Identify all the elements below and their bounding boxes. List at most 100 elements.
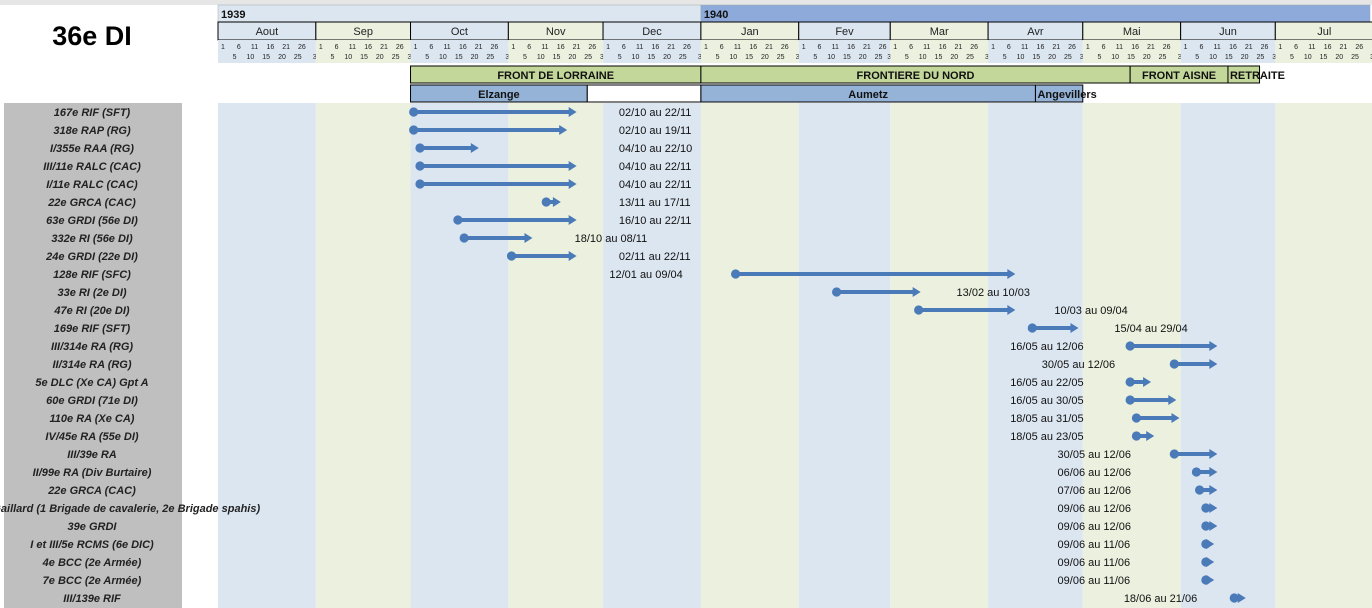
task-date-label: 09/06 au 11/06 bbox=[1058, 575, 1131, 587]
day-tick-top: 1 bbox=[414, 44, 418, 51]
task-start-marker bbox=[409, 107, 419, 117]
day-tick-bottom: 15 bbox=[1225, 54, 1233, 61]
unit-label: 4e BCC (2e Armée) bbox=[42, 557, 142, 569]
day-tick-top: 6 bbox=[1199, 44, 1203, 51]
task-date-label: 02/11 au 22/11 bbox=[619, 251, 691, 263]
day-tick-bottom: 5 bbox=[331, 54, 335, 61]
day-tick-bottom: 5 bbox=[1195, 54, 1199, 61]
day-cell bbox=[315, 40, 411, 63]
day-cell bbox=[890, 40, 989, 63]
month-label: Sep bbox=[353, 26, 373, 38]
day-tick-bottom: 5 bbox=[1290, 54, 1294, 61]
day-tick-bottom: 25 bbox=[1064, 54, 1072, 61]
task-date-label: 18/05 au 31/05 bbox=[1010, 413, 1083, 425]
day-tick-top: 11 bbox=[251, 44, 258, 51]
day-tick-bottom: 25 bbox=[486, 54, 494, 61]
day-tick-top: 21 bbox=[1245, 44, 1253, 51]
month-column-aout bbox=[218, 103, 316, 608]
task-end-arrow bbox=[1206, 575, 1215, 585]
day-tick-bottom: 5 bbox=[523, 54, 527, 61]
task-end-arrow bbox=[568, 215, 577, 225]
unit-label: III/39e RA bbox=[67, 449, 117, 461]
month-label: Aout bbox=[256, 26, 279, 38]
day-tick-top: 16 bbox=[847, 44, 855, 51]
month-label: Mar bbox=[930, 26, 949, 38]
day-tick-top: 1 bbox=[991, 44, 995, 51]
unit-label: 169e RIF (SFT) bbox=[54, 323, 131, 335]
day-tick-top: 11 bbox=[636, 44, 643, 51]
task-end-arrow bbox=[1070, 323, 1079, 333]
task-date-label: 13/02 au 10/03 bbox=[957, 287, 1030, 299]
day-tick-top: 11 bbox=[1308, 44, 1315, 51]
task-bars bbox=[409, 107, 1246, 603]
month-column-jan bbox=[700, 103, 799, 608]
day-tick-bottom: 15 bbox=[1320, 54, 1328, 61]
unit-label: 63e GRDI (56e DI) bbox=[46, 215, 138, 227]
task-date-label: 16/05 au 22/05 bbox=[1010, 377, 1083, 389]
unit-label: Groupement Gaillard (1 Brigade de cavale… bbox=[0, 503, 260, 515]
day-tick-top: 16 bbox=[1131, 44, 1139, 51]
task-end-arrow bbox=[1146, 431, 1155, 441]
day-tick-top: 26 bbox=[1261, 44, 1269, 51]
front-bands: FRONT DE LORRAINE FRONTIERE DU NORD FRONT … bbox=[410, 65, 1285, 84]
task-date-label: 30/05 au 12/06 bbox=[1058, 449, 1131, 461]
day-tick-bottom: 10 bbox=[827, 54, 835, 61]
unit-label: 24e GRDI (22e DI) bbox=[45, 251, 138, 263]
unit-label: II/99e RA (Div Burtaire) bbox=[33, 467, 152, 479]
day-tick-top: 1 bbox=[221, 44, 225, 51]
day-tick-top: 1 bbox=[893, 44, 897, 51]
task-date-label: 30/05 au 12/06 bbox=[1042, 359, 1115, 371]
day-tick-bottom: 20 bbox=[859, 54, 867, 61]
day-tick-bottom: 20 bbox=[1048, 54, 1056, 61]
unit-label-column bbox=[4, 103, 182, 608]
day-tick-top: 6 bbox=[1102, 44, 1106, 51]
front-label: RETRAITE bbox=[1230, 70, 1285, 82]
task-date-label: 02/10 au 19/11 bbox=[619, 125, 692, 137]
day-tick-top: 26 bbox=[879, 44, 887, 51]
day-tick-top: 6 bbox=[818, 44, 822, 51]
day-tick-bottom: 15 bbox=[843, 54, 851, 61]
day-tick-bottom: 25 bbox=[1159, 54, 1167, 61]
day-tick-bottom: 15 bbox=[262, 54, 270, 61]
day-cell bbox=[700, 40, 799, 63]
day-tick-top: 16 bbox=[266, 44, 274, 51]
day-tick-top: 26 bbox=[396, 44, 404, 51]
task-end-arrow bbox=[1206, 557, 1215, 567]
task-date-label: 09/06 au 11/06 bbox=[1058, 539, 1131, 551]
day-tick-bottom: 25 bbox=[777, 54, 785, 61]
task-start-marker bbox=[415, 179, 425, 189]
day-tick-top: 16 bbox=[557, 44, 565, 51]
task-end-arrow bbox=[1209, 359, 1218, 369]
task-date-label: 09/06 au 11/06 bbox=[1058, 557, 1131, 569]
task-end-arrow bbox=[1237, 593, 1246, 603]
day-tick-top: 1 bbox=[1086, 44, 1090, 51]
day-tick-top: 6 bbox=[622, 44, 626, 51]
unit-labels: 167e RIF (SFT) 318e RAP (RG) I/355e RAA (R… bbox=[0, 107, 260, 605]
day-tick-bottom: 15 bbox=[553, 54, 561, 61]
task-start-marker bbox=[541, 197, 551, 207]
task-date-label: 13/11 au 17/11 bbox=[619, 197, 691, 209]
task-start-marker bbox=[1191, 467, 1202, 477]
task-end-arrow bbox=[1143, 377, 1152, 387]
day-tick-top: 1 bbox=[1278, 44, 1282, 51]
sector-band bbox=[1034, 84, 1084, 103]
task-end-arrow bbox=[568, 161, 577, 171]
month-label: Jul bbox=[1317, 26, 1331, 38]
unit-label: 33e RI (2e DI) bbox=[57, 287, 126, 299]
month-columns bbox=[4, 103, 1372, 608]
day-tick-bottom: 25 bbox=[1256, 54, 1264, 61]
unit-label: III/11e RALC (CAC) bbox=[43, 161, 141, 173]
front-label: FRONT AISNE bbox=[1142, 70, 1216, 82]
day-tick-top: 11 bbox=[443, 44, 450, 51]
day-tick-bottom: 20 bbox=[1241, 54, 1249, 61]
day-tick-bottom: 31 bbox=[1370, 54, 1372, 61]
unit-label: 39e GRDI bbox=[68, 521, 118, 533]
unit-label: I et III/5e RCMS (6e DIC) bbox=[30, 539, 154, 551]
day-tick-top: 6 bbox=[1294, 44, 1298, 51]
day-tick-top: 26 bbox=[970, 44, 978, 51]
unit-label: II/314e RA (RG) bbox=[52, 359, 131, 371]
sector-band bbox=[586, 84, 702, 103]
task-start-marker bbox=[1125, 341, 1135, 351]
task-date-label: 04/10 au 22/11 bbox=[619, 161, 692, 173]
day-tick-bottom: 15 bbox=[935, 54, 943, 61]
